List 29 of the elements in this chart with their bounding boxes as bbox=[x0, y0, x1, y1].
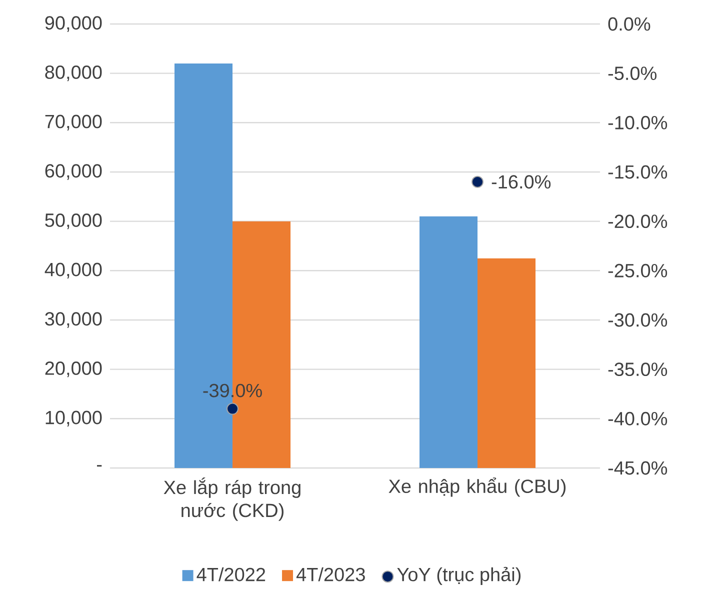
y2-tick-label: -5.0% bbox=[608, 66, 656, 80]
y-tick-label: 90,000 bbox=[45, 16, 102, 32]
y2-tick-label: -30.0% bbox=[608, 313, 668, 327]
y2-tick-label: -25.0% bbox=[608, 264, 668, 278]
y2-tick-label: -45.0% bbox=[608, 461, 668, 475]
y2-tick-label: -15.0% bbox=[608, 165, 668, 179]
y-tick-label: 40,000 bbox=[44, 262, 102, 279]
legend-label: 4T/2023 bbox=[296, 567, 365, 582]
data-label: -39.0% bbox=[203, 384, 262, 398]
bar bbox=[478, 258, 536, 468]
y2-tick-label: -40.0% bbox=[608, 412, 668, 426]
y-tick-label: 70,000 bbox=[45, 114, 102, 131]
legend-label: YoY (trục phải) bbox=[397, 566, 521, 586]
y-tick-label: 10,000 bbox=[46, 410, 102, 427]
legend-label: 4T/2022 bbox=[196, 567, 266, 582]
bar bbox=[420, 216, 478, 468]
y-tick-label: 50,000 bbox=[45, 213, 102, 230]
y2-tick-label: 0.0% bbox=[608, 17, 650, 31]
x-tick-label: Xe lắp ráp trong nước (CKD) bbox=[164, 478, 300, 521]
y2-tick-label: -35.0% bbox=[608, 362, 668, 376]
y-tick-label: 80,000 bbox=[45, 65, 102, 82]
x-tick-label: Xe nhập khẩu (CBU) bbox=[388, 478, 566, 497]
y2-tick-label: -10.0% bbox=[608, 116, 668, 130]
y-tick-label: 60,000 bbox=[45, 164, 102, 180]
y-tick-label: - bbox=[97, 465, 102, 467]
data-label: -16.0% bbox=[492, 175, 551, 189]
y-tick-label: 20,000 bbox=[45, 361, 102, 378]
y2-tick-label: -20.0% bbox=[608, 214, 668, 228]
y-tick-label: 30,000 bbox=[45, 312, 102, 328]
